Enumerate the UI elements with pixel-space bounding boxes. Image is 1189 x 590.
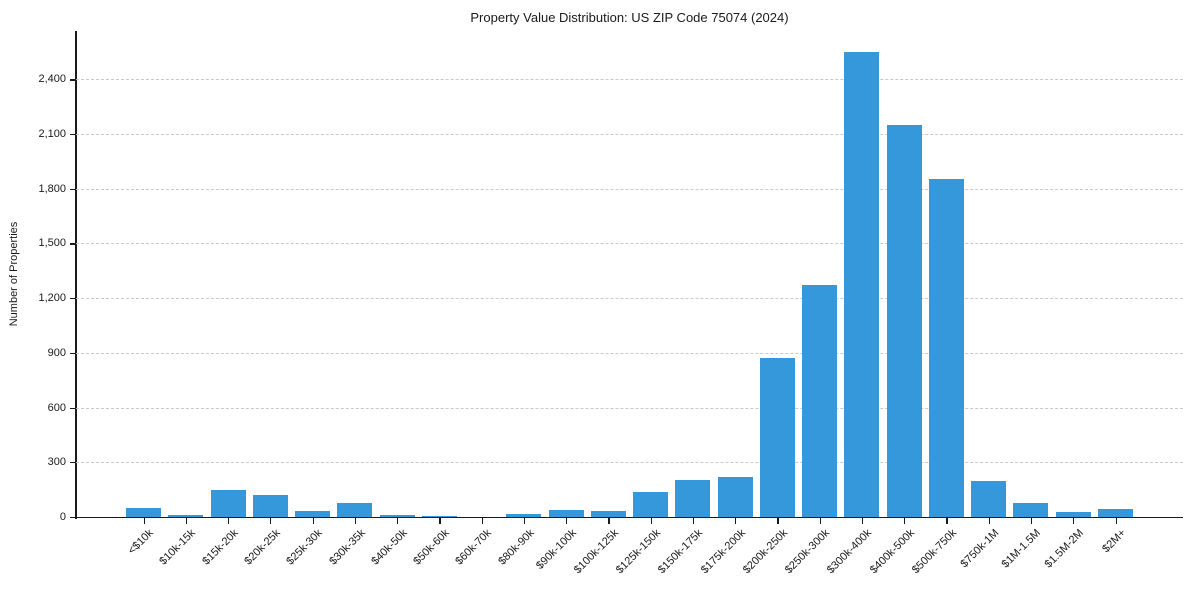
x-tick-label-text: $150k-175k (656, 527, 706, 577)
x-tick-mark (735, 518, 737, 524)
x-tick-mark (608, 518, 610, 524)
x-tick-mark (566, 518, 568, 524)
y-tick-label: 2,100 (38, 128, 66, 141)
bar (379, 514, 415, 517)
x-tick-label-text: $40k-50k (369, 527, 410, 568)
x-tick-mark (861, 518, 864, 524)
bar (928, 179, 964, 517)
y-tick-mark (70, 352, 76, 355)
x-tick-label-text: $60k-70k (453, 527, 495, 568)
x-tick-label-text: $80k-90k (495, 527, 537, 568)
x-tick-mark (481, 518, 483, 524)
x-tick-mark (270, 518, 272, 524)
plot-area (76, 31, 1183, 517)
bar (590, 511, 626, 517)
x-tick-mark (228, 518, 230, 524)
x-tick-mark (143, 518, 145, 524)
x-tick-label-text: $10k-15k (157, 527, 199, 568)
y-tick-mark (70, 134, 76, 136)
x-tick-label-text: $1.5M-2M (1042, 527, 1086, 571)
bar (210, 489, 246, 517)
x-tick-mark (354, 518, 356, 524)
x-tick-mark (523, 518, 526, 524)
x-tick-mark (185, 518, 187, 524)
x-tick-mark (692, 518, 695, 524)
x-tick-mark (819, 518, 821, 524)
x-tick-label-text: $750k-1M (958, 527, 1002, 571)
gridline (76, 352, 1183, 354)
x-tick-mark (312, 518, 314, 524)
y-tick-mark (70, 407, 76, 409)
gridline (76, 407, 1183, 409)
gridline (76, 79, 1183, 81)
x-tick-label-text: $1M-1.5M (999, 527, 1044, 571)
bar (971, 481, 1007, 517)
x-tick-mark (439, 518, 441, 524)
y-tick-label: 1,200 (38, 292, 66, 305)
x-tick-mark (1115, 518, 1117, 524)
y-axis (75, 31, 77, 519)
y-tick-mark (70, 188, 76, 190)
x-tick-label-text: $100k-125k (571, 527, 621, 577)
x-tick-label-text: $20k-25k (242, 527, 283, 568)
x-axis (76, 516, 1183, 518)
bar (1013, 503, 1049, 517)
gridline (76, 243, 1183, 245)
y-tick-label: 300 (47, 456, 66, 469)
gridline (76, 298, 1183, 300)
x-tick-label-text: $300k-400k (825, 527, 875, 577)
bar (633, 492, 669, 517)
y-tick-label: 2,400 (38, 73, 66, 86)
x-tick-label-text: $400k-500k (867, 527, 917, 577)
y-tick-mark (70, 79, 76, 81)
y-tick-mark (70, 243, 76, 245)
y-tick-mark (70, 517, 76, 519)
y-tick-label: 1,500 (38, 237, 66, 250)
gridline (76, 134, 1183, 136)
bar (548, 510, 584, 517)
y-tick-label: 600 (47, 401, 66, 414)
x-tick-mark (397, 518, 399, 524)
x-tick-label-text: $15k-20k (200, 527, 241, 568)
x-tick-mark (946, 518, 948, 524)
x-tick-label-text: $90k-100k (533, 527, 579, 572)
bar (802, 285, 838, 517)
x-tick-mark (904, 518, 906, 524)
y-tick-mark (70, 462, 76, 464)
x-tick-label-text: $175k-200k (698, 527, 748, 577)
bar (886, 124, 922, 517)
gridline (76, 188, 1183, 190)
gridline (76, 462, 1183, 464)
bar (421, 515, 457, 517)
bar (252, 495, 288, 517)
y-tick-mark (70, 298, 76, 300)
bar (1098, 508, 1133, 517)
bar (506, 513, 542, 517)
x-tick-label-text: $30k-35k (326, 527, 368, 568)
x-tick-mark (1030, 518, 1033, 524)
bar (1055, 512, 1091, 517)
x-tick-mark (1073, 518, 1075, 524)
chart-title: Property Value Distribution: US ZIP Code… (470, 10, 789, 25)
y-tick-label: 0 (59, 511, 66, 523)
x-tick-label-text: $25k-30k (284, 527, 326, 568)
x-tick-mark (988, 518, 990, 524)
bar (126, 507, 161, 517)
bar (844, 52, 880, 517)
y-tick-label: 900 (47, 346, 66, 359)
bar (759, 358, 795, 517)
bar (675, 479, 711, 517)
bar (337, 502, 373, 517)
x-tick-label-text: $2M+ (1099, 527, 1128, 556)
bar (295, 510, 331, 517)
y-tick-label: 1,800 (38, 182, 66, 195)
x-tick-label-text: <$10k (126, 527, 156, 557)
bar (717, 476, 753, 517)
x-tick-label-text: $50k-60k (411, 527, 452, 568)
x-tick-mark (650, 518, 652, 524)
x-tick-mark (777, 518, 779, 524)
bar (168, 514, 204, 517)
